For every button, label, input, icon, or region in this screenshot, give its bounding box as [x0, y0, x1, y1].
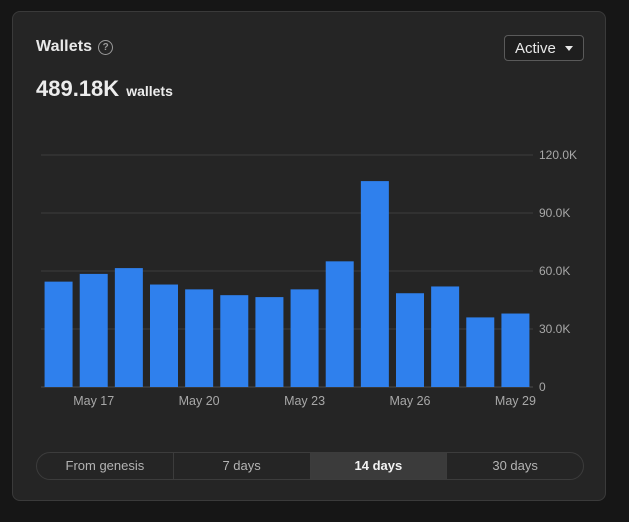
chart-bar [396, 293, 424, 387]
chart-bar [150, 284, 178, 387]
wallets-card: Wallets ? Active 489.18K wallets 0 30.0K 6… [12, 11, 606, 501]
card-title: Wallets [36, 38, 93, 55]
card-header: Wallets ? [36, 38, 114, 56]
chart-bar [325, 261, 354, 387]
chart-bar [185, 289, 214, 387]
metric-unit: wallets [126, 83, 173, 99]
chart-bar [501, 313, 530, 387]
y-tick-label: 120.0K [539, 148, 577, 162]
tab-14-days[interactable]: 14 days [310, 453, 448, 479]
wallet-type-dropdown[interactable]: Active [504, 35, 584, 61]
caret-down-icon [564, 46, 573, 51]
chart-bar [360, 181, 389, 387]
x-tick-label: May 20 [179, 394, 220, 408]
chart-bar [44, 281, 73, 387]
question-circle-icon[interactable]: ? [98, 39, 114, 55]
metric-summary: 489.18K wallets [36, 76, 173, 102]
chart-bar [79, 273, 108, 387]
time-range-tabs: From genesis 7 days 14 days 30 days [36, 452, 584, 480]
tab-7-days[interactable]: 7 days [174, 453, 311, 479]
metric-value: 489.18K [36, 76, 120, 101]
y-tick-label: 60.0K [539, 264, 570, 278]
x-tick-label: May 26 [390, 394, 431, 408]
chart-bar [114, 268, 143, 387]
tab-from-genesis[interactable]: From genesis [37, 453, 174, 479]
x-tick-label: May 23 [284, 394, 325, 408]
wallets-bar-chart: 0 30.0K 60.0K 90.0K 120.0K May 17 May 20 May 23… [41, 148, 577, 408]
tab-30-days[interactable]: 30 days [492, 458, 538, 473]
x-tick-label: May 17 [73, 394, 114, 408]
x-tick-label: May 29 [495, 394, 536, 408]
y-tick-label: 30.0K [539, 322, 570, 336]
chart-bar [220, 295, 249, 387]
y-tick-label: 0 [539, 380, 546, 394]
chart-bar [255, 297, 284, 387]
dropdown-selected-value: Active [515, 39, 556, 57]
chart-bar [290, 289, 319, 387]
chart-bar [431, 286, 460, 387]
chart-bar [466, 317, 495, 387]
y-tick-label: 90.0K [539, 206, 570, 220]
